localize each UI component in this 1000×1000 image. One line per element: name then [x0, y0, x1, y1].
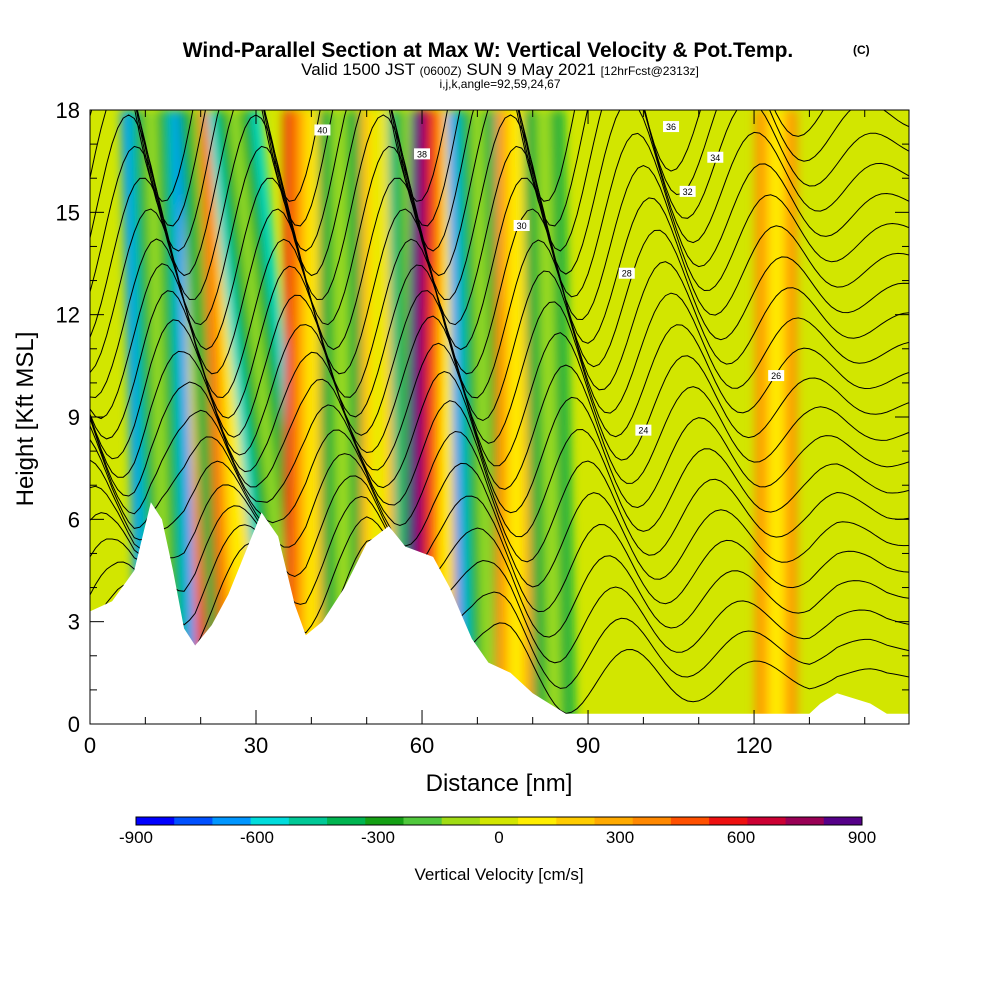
isentrope-line — [90, 342, 909, 490]
isentrope-line — [90, 208, 909, 375]
isentrope-line — [90, 516, 909, 664]
isentrope-line — [90, 263, 909, 422]
y-tick-label: 12 — [56, 303, 80, 328]
velocity-band-13-level-4 — [773, 110, 780, 724]
potential-temperature-contours: 24 26 28 30 32 34 36 38 40 — [90, 110, 909, 715]
isentrope-line — [90, 453, 909, 588]
y-tick-label: 18 — [56, 98, 80, 123]
colorbar-swatch — [594, 817, 634, 825]
contour-label: 32 — [679, 185, 696, 197]
y-tick-label: 0 — [68, 712, 80, 737]
velocity-band-11-level-4 — [512, 110, 520, 724]
contour-label: 30 — [513, 219, 530, 231]
y-tick-label: 9 — [68, 405, 80, 430]
terrain — [90, 502, 909, 724]
contour-label: 28 — [618, 267, 635, 279]
contour-label: 36 — [663, 121, 680, 133]
colorbar-swatch — [479, 817, 519, 825]
x-axis-label: Distance [nm] — [426, 770, 573, 797]
contour-label: 26 — [768, 370, 785, 382]
isentrope-line — [90, 475, 909, 613]
isentrope-line — [90, 110, 909, 252]
x-tick-label: 60 — [410, 733, 434, 758]
contour-label: 24 — [635, 424, 652, 436]
contour-label-text: 24 — [638, 426, 648, 436]
colorbar-frame — [135, 816, 863, 826]
y-tick-label: 6 — [68, 507, 80, 532]
contour-label: 34 — [707, 151, 724, 163]
subtitle-valid: Valid 1500 JST — [301, 60, 415, 79]
contour-label-text: 36 — [666, 122, 676, 132]
y-tick-label: 15 — [56, 200, 80, 225]
colorbar-swatch — [250, 817, 290, 825]
isentrope-line — [90, 114, 909, 301]
colorbar-tick-label: -600 — [240, 828, 274, 847]
x-tick-label: 30 — [244, 733, 268, 758]
contour-label-text: 30 — [517, 221, 527, 231]
y-axis-label: Height [Kft MSL] — [12, 332, 39, 507]
contour-label: 40 — [314, 124, 331, 136]
contour-label-text: 28 — [622, 269, 632, 279]
colorbar-swatch — [288, 817, 328, 825]
colorbar-tick-label: 300 — [606, 828, 634, 847]
colorbar-swatch — [136, 817, 175, 825]
colorbar-swatch — [365, 817, 404, 825]
isentrope-line — [90, 429, 909, 563]
colorbar-title: Vertical Velocity [cm/s] — [414, 865, 583, 884]
colorbar-swatch — [823, 817, 863, 825]
y-tick-label: 3 — [68, 610, 80, 635]
colorbar-tick-label: 900 — [848, 828, 876, 847]
velocity-band-12-level-4 — [540, 110, 558, 724]
x-tick-label: 0 — [84, 733, 96, 758]
contour-label-text: 26 — [771, 371, 781, 381]
subtitle-forecast: [12hrFcst@2313z] — [601, 64, 699, 78]
colorbar-tick-label: 600 — [727, 828, 755, 847]
colorbar-swatch — [747, 817, 787, 825]
contour-label-text: 34 — [710, 153, 720, 163]
colorbar-tick-label: 0 — [494, 828, 503, 847]
chart-subtitle-indices: i,j,k,angle=92,59,24,67 — [439, 77, 560, 91]
colorbar-tick-label: -900 — [119, 828, 153, 847]
colorbar-swatch — [174, 817, 213, 825]
colorbar-swatch — [785, 817, 825, 825]
isentrope-line — [90, 145, 909, 326]
colorbar-swatch — [556, 817, 596, 825]
colorbar-swatch — [327, 817, 366, 825]
velocity-band-5-level-4 — [307, 110, 316, 724]
contour-label: 38 — [414, 148, 431, 160]
colorbar-swatch — [632, 817, 672, 825]
isentrope-line — [90, 370, 909, 514]
subtitle-date: SUN 9 May 2021 — [466, 60, 595, 79]
isentrope-line — [90, 315, 909, 467]
colorbar-tick-label: -300 — [361, 828, 395, 847]
chart-subtitle: Valid 1500 JST (0600Z) SUN 9 May 2021 [1… — [301, 60, 699, 79]
plot-area: 24 26 28 30 32 34 36 38 40 — [90, 110, 909, 724]
contour-label-text: 32 — [683, 187, 693, 197]
chart-title-unit: (C) — [853, 43, 870, 57]
colorbar-swatch — [403, 817, 443, 825]
isentrope-line — [90, 539, 909, 689]
isentrope-line — [90, 177, 909, 351]
x-tick-label: 120 — [736, 733, 773, 758]
colorbar-swatch — [212, 817, 252, 825]
x-tick-label: 90 — [576, 733, 600, 758]
subtitle-utc: (0600Z) — [420, 64, 462, 78]
isentrope-line — [90, 495, 909, 638]
colorbar: -900 -600 -300 0 300 600 900 — [119, 816, 876, 847]
velocity-band-10-level-4 — [472, 110, 493, 724]
isentrope-line — [90, 238, 909, 399]
colorbar-swatch — [670, 817, 710, 825]
chart-title: Wind-Parallel Section at Max W: Vertical… — [183, 39, 794, 62]
colorbar-swatch — [518, 817, 557, 825]
isentrope-line — [135, 110, 909, 227]
isentrope-line — [90, 400, 909, 538]
isentrope-line — [90, 110, 909, 277]
contour-label-text: 38 — [417, 149, 427, 159]
contour-label-text: 40 — [317, 125, 327, 135]
colorbar-swatch — [709, 817, 748, 825]
colorbar-swatch — [441, 817, 481, 825]
